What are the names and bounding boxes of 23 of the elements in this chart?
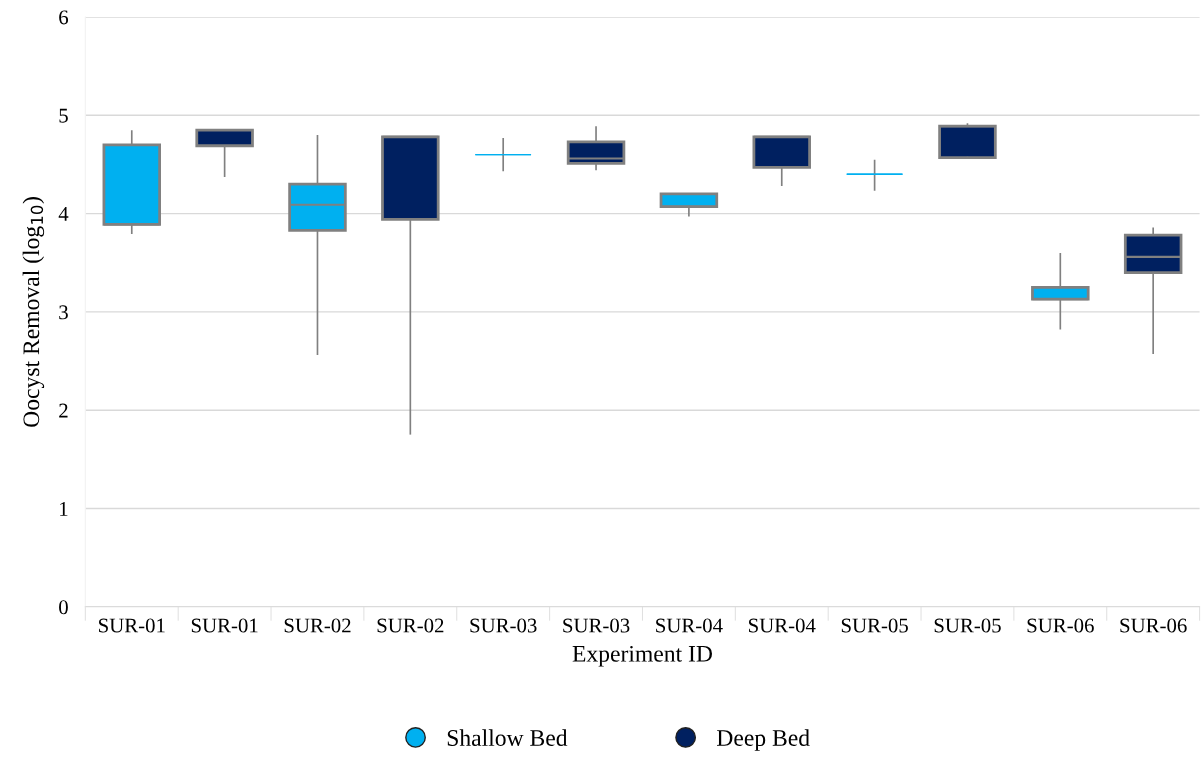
- x-tick-label: SUR-03: [470, 618, 537, 633]
- x-tick-label: SUR-01: [191, 618, 258, 633]
- y-tick-label: 1: [60, 501, 68, 516]
- y-tick-label: 6: [59, 10, 69, 25]
- x-tick-label: SUR-04: [656, 618, 723, 633]
- legend-label: Deep Bed: [716, 729, 810, 751]
- y-axis-title: Oocyst Removal (log$_{10}$): [22, 197, 45, 427]
- x-tick-label: SUR-05: [841, 618, 908, 633]
- x-tick-label: SUR-05: [934, 618, 1001, 633]
- y-tick-label: 3: [59, 305, 68, 320]
- x-axis-title: Experiment ID: [572, 645, 713, 667]
- y-tick-label: 2: [59, 403, 68, 418]
- x-tick-label: SUR-03: [563, 618, 630, 633]
- x-tick-label: SUR-06: [1120, 618, 1187, 633]
- x-tick-label: SUR-01: [99, 618, 165, 633]
- x-tick-label: SUR-02: [377, 618, 444, 633]
- y-tick-label: 0: [59, 600, 68, 615]
- y-tick-label: 5: [59, 108, 68, 123]
- x-tick-label: SUR-02: [284, 618, 351, 633]
- x-tick-label: SUR-06: [1027, 618, 1094, 633]
- x-tick-label: SUR-04: [749, 618, 816, 633]
- legend-label: Shallow Bed: [447, 729, 568, 746]
- y-tick-label: 4: [58, 207, 69, 221]
